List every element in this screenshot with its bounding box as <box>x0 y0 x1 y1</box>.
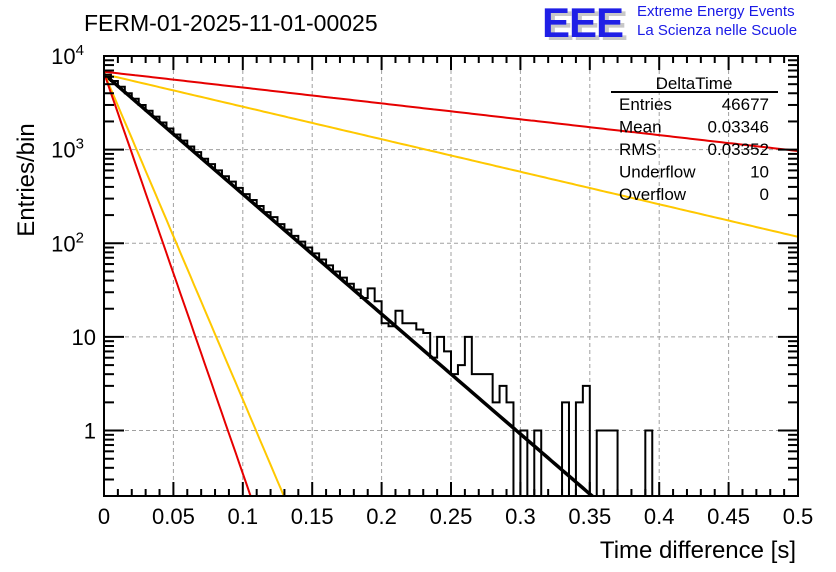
axes: 0 0.05 0.1 0.15 0.2 0.25 0.3 0.35 0.4 0.45 0.5 1 10 1… <box>51 42 813 529</box>
histogram-bin <box>507 402 514 496</box>
histogram-bin <box>291 236 298 496</box>
histogram-bin <box>416 329 423 496</box>
histogram-bin <box>250 200 257 496</box>
stats-title: DeltaTime <box>656 74 733 93</box>
x-tick-label: 0.5 <box>783 504 814 529</box>
histogram-bin <box>312 253 319 496</box>
histogram-bin <box>319 260 326 496</box>
histogram-bin <box>166 129 173 496</box>
histogram-bin <box>409 323 416 496</box>
x-tick-label: 0.4 <box>644 504 675 529</box>
histogram-bin <box>611 431 618 496</box>
lower-bound-yellow-line <box>104 72 285 496</box>
histogram-bin <box>298 242 305 496</box>
histogram-bin <box>180 141 187 496</box>
x-tick-label: 0.2 <box>366 504 397 529</box>
histogram-bin <box>118 87 125 496</box>
histogram-bin <box>583 386 590 496</box>
x-tick-label: 0 <box>98 504 110 529</box>
histogram-bin <box>243 194 250 496</box>
upper-bound-red-line <box>104 70 798 152</box>
y-tick-label: 103 <box>51 136 84 163</box>
histogram-bin <box>111 81 118 496</box>
histogram-bin <box>402 323 409 496</box>
histogram <box>104 73 654 496</box>
histogram-bin <box>354 290 361 496</box>
stats-label: Entries <box>619 95 672 114</box>
histogram-bin <box>597 431 604 496</box>
eee-logo: EEE <box>542 0 624 46</box>
histogram-bin <box>382 323 389 496</box>
histogram-bin <box>236 188 243 496</box>
stats-value: 46677 <box>722 95 769 114</box>
histogram-bin <box>194 152 201 496</box>
histogram-bin <box>347 284 354 496</box>
stats-label: Mean <box>619 118 662 137</box>
histogram-bin <box>395 311 402 496</box>
histogram-bin <box>333 271 340 496</box>
histogram-bin <box>284 230 291 496</box>
lower-bound-red-line <box>104 72 252 496</box>
histogram-bin <box>271 217 278 496</box>
logo-line-1: Extreme Energy Events <box>637 3 795 20</box>
histogram-bin <box>361 298 368 496</box>
x-tick-label: 0.35 <box>568 504 611 529</box>
histogram-outline <box>104 73 654 496</box>
histogram-bin <box>173 135 180 496</box>
histogram-bin <box>125 93 132 496</box>
stats-value: 10 <box>750 163 769 182</box>
stats-box: DeltaTime Entries 46677 Mean 0.03346 RMS 0.03… <box>611 74 778 204</box>
histogram-bin <box>305 248 312 496</box>
histogram-bin <box>368 288 375 496</box>
histogram-bin <box>222 176 229 496</box>
x-tick-label: 0.25 <box>430 504 473 529</box>
histogram-bin <box>645 431 652 496</box>
x-tick-label: 0.3 <box>505 504 536 529</box>
histogram-bin <box>465 337 472 496</box>
x-tick-label: 0.15 <box>291 504 334 529</box>
y-tick-label: 10 <box>72 325 96 350</box>
histogram-bin <box>340 278 347 496</box>
upper-bound-yellow-line <box>104 73 798 238</box>
y-tick-label: 102 <box>51 229 84 256</box>
histogram-bin <box>500 386 507 496</box>
stats-value: 0.03352 <box>708 140 769 159</box>
histogram-bin <box>389 326 396 496</box>
stats-label: RMS <box>619 140 657 159</box>
histogram-bin <box>479 374 486 496</box>
histogram-bin <box>562 402 569 496</box>
stats-label: Underflow <box>619 163 696 182</box>
histogram-bin <box>160 122 167 496</box>
histogram-bin <box>430 358 437 496</box>
histogram-bin <box>153 117 160 496</box>
x-tick-label: 0.05 <box>152 504 195 529</box>
logo-line-2: La Scienza nelle Scuole <box>637 22 798 39</box>
grid <box>104 55 798 496</box>
y-axis-label: Entries/bin <box>13 123 40 236</box>
histogram-bin <box>257 206 264 496</box>
histogram-bin <box>201 159 208 496</box>
stats-value: 0 <box>760 185 769 204</box>
histogram-bin <box>215 170 222 496</box>
x-axis-label: Time difference [s] <box>600 537 796 564</box>
stats-label: Overflow <box>619 185 687 204</box>
histogram-bin <box>146 111 153 496</box>
histogram-bin <box>534 431 541 496</box>
y-tick-label: 104 <box>51 42 84 69</box>
histogram-bin <box>326 265 333 496</box>
histogram-bin <box>375 301 382 496</box>
x-tick-label: 0.1 <box>228 504 259 529</box>
histogram-bin <box>486 374 493 496</box>
stats-value: 0.03346 <box>708 118 769 137</box>
histogram-bin <box>451 374 458 496</box>
histogram-bin <box>104 75 111 496</box>
histogram-bin <box>278 224 285 496</box>
x-tick-label: 0.45 <box>707 504 750 529</box>
histogram-bin <box>604 431 611 496</box>
y-tick-label: 1 <box>84 419 96 444</box>
plot-title: FERM-01-2025-11-01-00025 <box>84 10 378 36</box>
logo-caption: Extreme Energy Events La Scienza nelle S… <box>637 2 797 40</box>
